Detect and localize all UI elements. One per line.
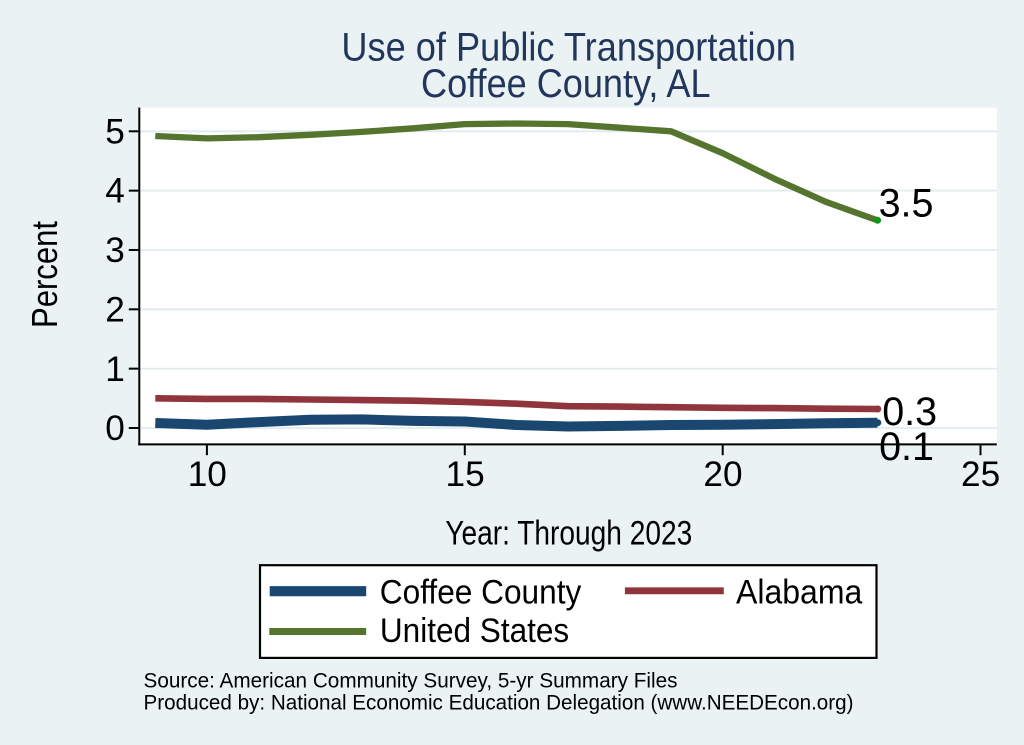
svg-text:Percent: Percent <box>24 221 65 328</box>
svg-text:3.5: 3.5 <box>879 181 934 225</box>
svg-text:Produced by: National Economic: Produced by: National Economic Education… <box>144 692 854 715</box>
svg-text:10: 10 <box>188 455 227 494</box>
svg-text:Coffee County, AL: Coffee County, AL <box>421 62 711 106</box>
svg-text:0: 0 <box>105 409 125 448</box>
svg-text:Use of Public Transportation: Use of Public Transportation <box>341 26 796 70</box>
svg-text:25: 25 <box>961 455 1000 494</box>
svg-text:Coffee County: Coffee County <box>380 574 582 612</box>
svg-text:15: 15 <box>446 455 485 494</box>
svg-text:0.1: 0.1 <box>879 425 934 469</box>
svg-text:3: 3 <box>105 231 125 270</box>
svg-text:2: 2 <box>105 290 125 329</box>
svg-text:Alabama: Alabama <box>736 574 863 612</box>
svg-text:Source: American Community Sur: Source: American Community Survey, 5-yr … <box>144 670 678 693</box>
svg-text:United States: United States <box>380 612 569 650</box>
svg-text:20: 20 <box>703 455 742 494</box>
svg-text:0.3: 0.3 <box>882 390 937 434</box>
svg-text:4: 4 <box>105 172 125 211</box>
svg-text:1: 1 <box>105 350 125 389</box>
svg-text:Year: Through 2023: Year: Through 2023 <box>445 515 692 553</box>
svg-text:5: 5 <box>105 112 125 151</box>
